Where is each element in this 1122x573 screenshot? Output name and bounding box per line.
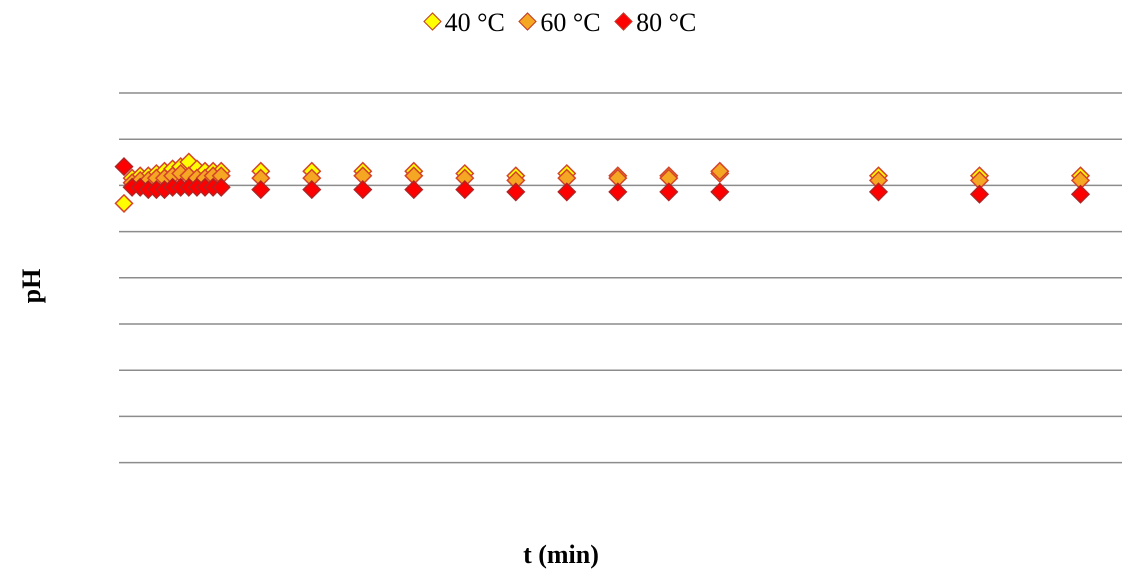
marker-series-2 (455, 180, 475, 200)
legend-item-40: 40 °C (422, 8, 505, 38)
marker-series-2 (211, 177, 231, 197)
marker-series-2 (557, 182, 577, 202)
marker-series-2 (506, 182, 526, 202)
marker-series-2 (1070, 184, 1091, 204)
legend-item-80: 80 °C (614, 8, 697, 38)
legend-label-60: 60 °C (540, 8, 601, 37)
marker-series-2 (868, 182, 889, 202)
legend-marker-80-icon (614, 12, 633, 31)
legend: 40 °C 60 °C 80 °C (0, 8, 1122, 38)
gridlines (119, 92, 1122, 464)
marker-series-0 (114, 193, 134, 213)
marker-series-2 (608, 182, 628, 202)
marker-series-1 (710, 161, 730, 181)
marker-series-2 (302, 180, 322, 200)
marker-series-2 (969, 184, 990, 204)
x-axis-label: t (min) (523, 540, 599, 569)
y-axis-label: pH (17, 268, 46, 304)
legend-label-80: 80 °C (636, 8, 697, 37)
marker-series-2 (251, 180, 271, 200)
legend-marker-60-icon (518, 12, 538, 31)
data-markers (114, 152, 1091, 213)
marker-series-2 (404, 180, 424, 200)
legend-label-40: 40 °C (444, 8, 505, 37)
marker-series-2 (353, 180, 373, 200)
marker-series-2 (659, 182, 679, 202)
legend-item-60: 60 °C (518, 8, 601, 38)
legend-marker-40-icon (422, 12, 442, 31)
marker-series-2 (710, 182, 730, 202)
marker-series-2 (114, 157, 134, 177)
